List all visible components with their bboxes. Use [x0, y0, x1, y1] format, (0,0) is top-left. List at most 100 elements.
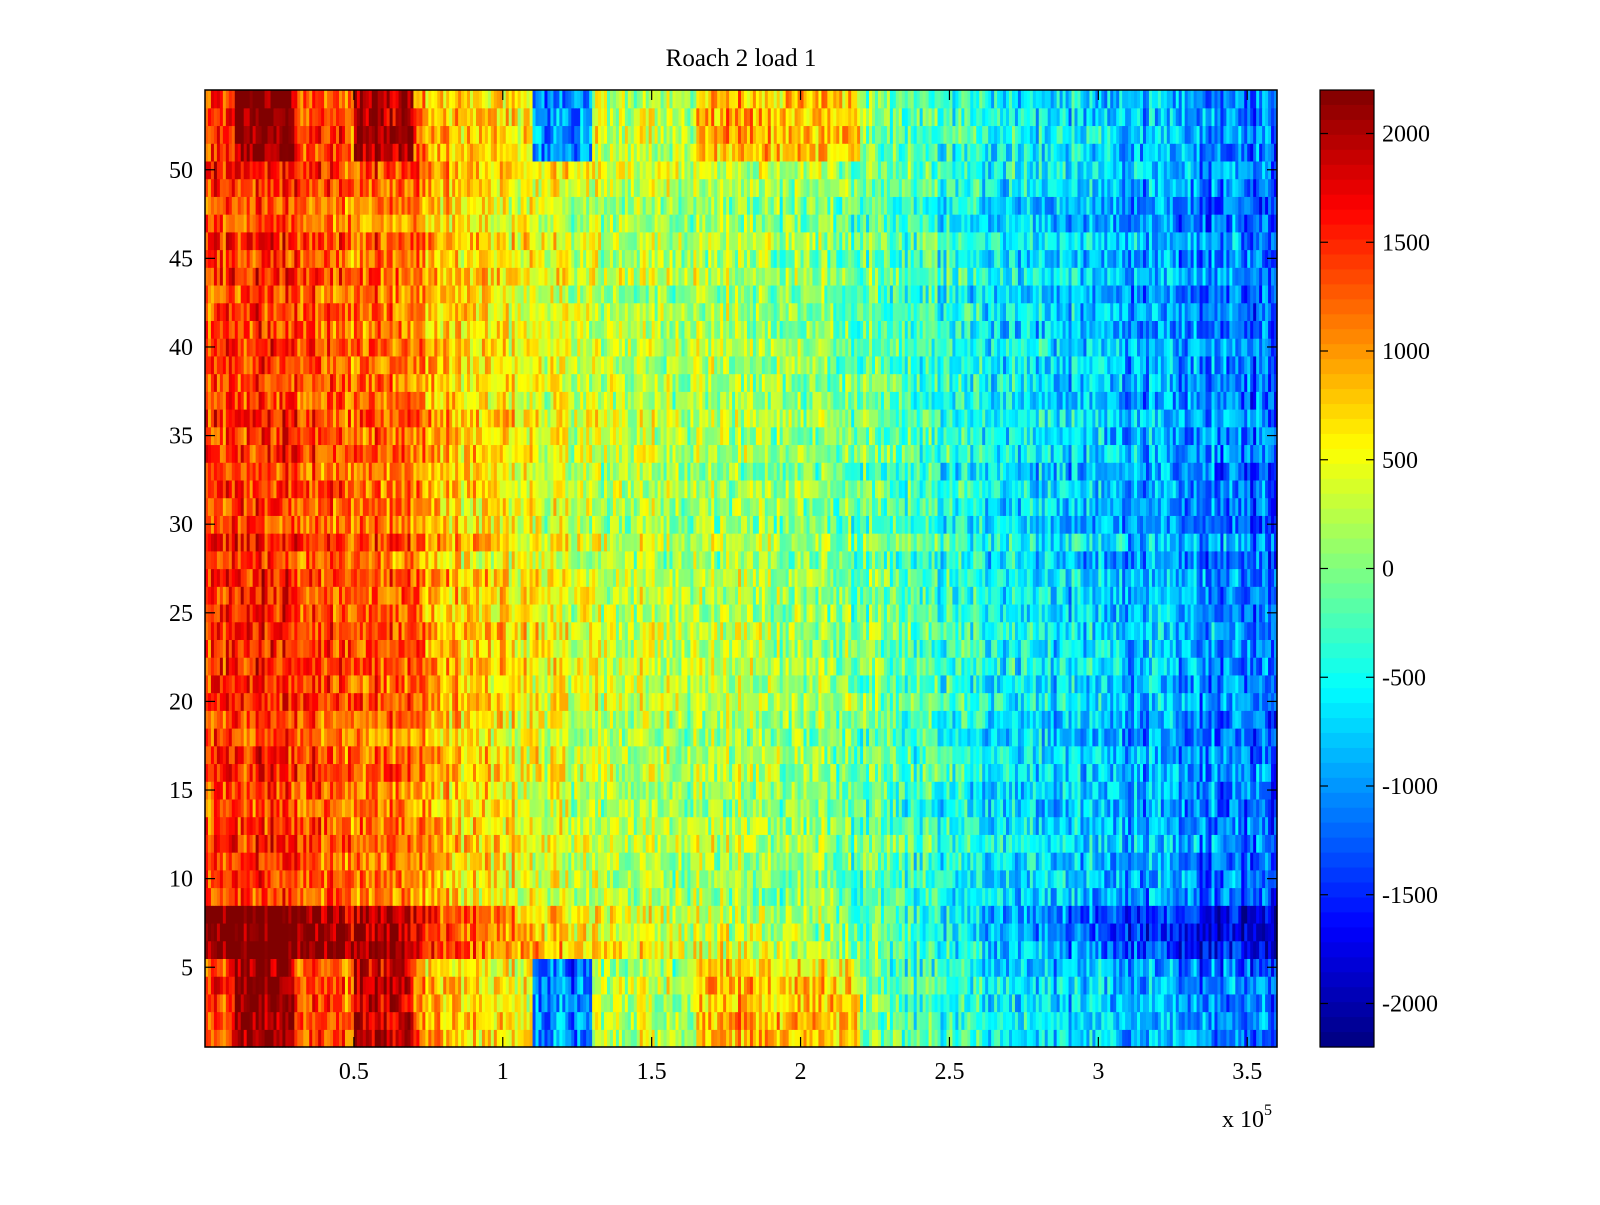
heatmap-cell: [413, 958, 418, 977]
heatmap-cell: [303, 976, 307, 995]
heatmap-cell: [776, 976, 781, 995]
heatmap-cell: [708, 958, 712, 977]
heatmap-cell: [806, 976, 811, 995]
heatmap-cell: [231, 993, 236, 1013]
heatmap-cell: [604, 993, 608, 1013]
heatmap-cell: [237, 940, 242, 959]
heatmap-cell: [478, 1011, 483, 1030]
heatmap-cell: [791, 1011, 796, 1030]
heatmap-cell: [624, 976, 629, 995]
heatmap-cell: [413, 976, 418, 995]
heatmap-cell: [493, 940, 498, 959]
heatmap-cell: [818, 1029, 822, 1048]
heatmap-cell: [1104, 1029, 1108, 1048]
heatmap-cell: [458, 976, 462, 995]
heatmap-cell: [598, 976, 602, 995]
heatmap-cell: [565, 1029, 569, 1048]
heatmap-cell: [1175, 958, 1180, 977]
heatmap-cell: [645, 940, 650, 959]
heatmap-cell: [1098, 976, 1102, 995]
heatmap-cell: [297, 940, 301, 959]
heatmap-cell: [419, 1011, 423, 1030]
heatmap-cell: [532, 958, 537, 977]
heatmap-cell: [830, 1029, 834, 1048]
heatmap-cell: [267, 1029, 272, 1048]
heatmap-cell: [1110, 976, 1114, 995]
heatmap-cell: [309, 1011, 313, 1030]
heatmap-cell: [1226, 1011, 1230, 1030]
heatmap-cell: [386, 976, 391, 995]
heatmap-cell: [493, 1011, 498, 1030]
heatmap-cell: [1220, 1011, 1224, 1030]
heatmap-cell: [943, 976, 948, 995]
heatmap-cell: [568, 940, 572, 959]
heatmap-cell: [362, 993, 367, 1013]
heatmap-cell: [991, 993, 995, 1013]
heatmap-cell: [785, 940, 790, 959]
heatmap-cell: [410, 940, 415, 959]
heatmap-cell: [895, 958, 900, 977]
heatmap-cell: [315, 1029, 319, 1048]
heatmap-cell: [657, 940, 662, 959]
heatmap-cell: [568, 1011, 572, 1030]
heatmap-cell: [431, 940, 435, 959]
heatmap-cell: [595, 1011, 599, 1030]
heatmap-cell: [657, 1011, 662, 1030]
heatmap-cell: [404, 958, 409, 977]
heatmap-cell: [416, 940, 420, 959]
heatmap-cell: [324, 958, 328, 977]
heatmap-cell: [467, 958, 471, 977]
heatmap-cell: [499, 976, 504, 995]
heatmap-cell: [866, 976, 870, 995]
heatmap-cell: [559, 958, 563, 977]
heatmap-cell: [863, 993, 867, 1013]
heatmap-cell: [696, 1011, 700, 1030]
heatmap-cell: [416, 976, 420, 995]
heatmap-cell: [231, 958, 236, 977]
heatmap-cell: [726, 1011, 730, 1030]
heatmap-cell: [735, 1029, 739, 1048]
heatmap-cell: [1151, 1011, 1156, 1030]
heatmap-cell: [303, 958, 307, 977]
heatmap-cell: [1250, 993, 1254, 1013]
heatmap-cell: [675, 993, 680, 1013]
heatmap-cell: [1259, 958, 1263, 977]
heatmap-cell: [1107, 1029, 1111, 1048]
heatmap-cell: [779, 940, 784, 959]
heatmap-cell: [1044, 1029, 1049, 1048]
heatmap-cell: [952, 976, 956, 995]
heatmap-cell: [854, 1011, 858, 1030]
heatmap-cell: [377, 976, 382, 995]
heatmap-cell: [523, 958, 528, 977]
heatmap-cell: [449, 958, 453, 977]
heatmap-cell: [854, 1029, 858, 1048]
heatmap-cell: [788, 958, 793, 977]
heatmap-cell: [306, 958, 310, 977]
heatmap-cell: [654, 993, 659, 1013]
heatmap-cell: [520, 940, 525, 959]
heatmap-cell: [827, 1011, 831, 1030]
heatmap-cell: [213, 1011, 218, 1030]
heatmap-cell: [666, 958, 671, 977]
heatmap-cell: [1029, 993, 1034, 1013]
heatmap-cell: [651, 1011, 656, 1030]
heatmap-cell: [940, 1029, 945, 1048]
heatmap-cell: [589, 958, 593, 977]
heatmap-cell: [1023, 976, 1028, 995]
heatmap-cell: [333, 1011, 337, 1030]
heatmap-cell: [252, 976, 257, 995]
heatmap-cell: [785, 993, 790, 1013]
heatmap-cell: [913, 993, 918, 1013]
heatmap-cell: [571, 1029, 575, 1048]
heatmap-cell: [705, 993, 709, 1013]
heatmap-cell: [1199, 976, 1204, 995]
heatmap-cell: [672, 1011, 677, 1030]
heatmap-cell: [1166, 993, 1171, 1013]
heatmap-cell: [374, 1029, 379, 1048]
heatmap-cell: [1268, 1011, 1272, 1030]
heatmap-cell: [365, 1011, 370, 1030]
heatmap-cell: [300, 940, 304, 959]
heatmap-cell: [866, 1029, 870, 1048]
heatmap-cell: [475, 1029, 480, 1048]
heatmap-cell: [1009, 1011, 1013, 1030]
